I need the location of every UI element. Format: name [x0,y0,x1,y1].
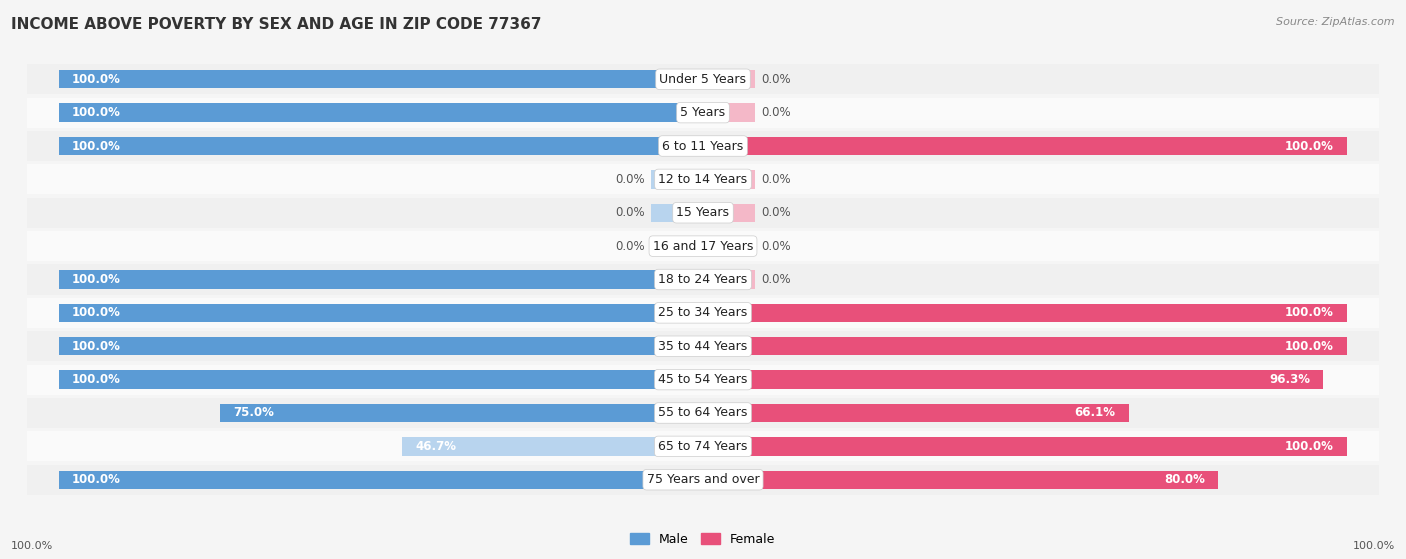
Bar [27,298,1379,328]
Bar [27,231,1379,261]
Text: 100.0%: 100.0% [72,140,121,153]
Bar [27,398,1379,428]
Bar [59,70,703,88]
Text: INCOME ABOVE POVERTY BY SEX AND AGE IN ZIP CODE 77367: INCOME ABOVE POVERTY BY SEX AND AGE IN Z… [11,17,541,32]
Bar [59,371,703,389]
Text: 12 to 14 Years: 12 to 14 Years [658,173,748,186]
Text: 100.0%: 100.0% [72,373,121,386]
Text: 66.1%: 66.1% [1074,406,1116,419]
Bar [703,271,755,288]
Bar [703,371,1323,389]
Text: 100.0%: 100.0% [1285,440,1334,453]
Bar [59,304,703,322]
Text: 0.0%: 0.0% [616,206,645,219]
Bar [651,203,703,222]
Text: 0.0%: 0.0% [761,273,790,286]
Bar [402,437,703,456]
Bar [59,103,703,122]
Text: 35 to 44 Years: 35 to 44 Years [658,340,748,353]
Text: 100.0%: 100.0% [72,106,121,119]
Text: 0.0%: 0.0% [761,173,790,186]
Bar [703,471,1218,489]
Text: 15 Years: 15 Years [676,206,730,219]
Text: 0.0%: 0.0% [761,240,790,253]
Bar [27,164,1379,195]
Bar [27,264,1379,295]
Bar [703,304,1347,322]
Bar [703,337,1347,356]
Bar [703,237,755,255]
Text: 25 to 34 Years: 25 to 34 Years [658,306,748,319]
Bar [27,98,1379,127]
Text: 100.0%: 100.0% [1285,306,1334,319]
Text: 65 to 74 Years: 65 to 74 Years [658,440,748,453]
Text: 100.0%: 100.0% [72,273,121,286]
Bar [703,404,1129,422]
Bar [703,137,1347,155]
Text: 5 Years: 5 Years [681,106,725,119]
Bar [27,64,1379,94]
Bar [59,337,703,356]
Text: 100.0%: 100.0% [72,340,121,353]
Bar [59,137,703,155]
Bar [221,404,703,422]
Text: 0.0%: 0.0% [761,73,790,86]
Text: 75 Years and over: 75 Years and over [647,473,759,486]
Text: 96.3%: 96.3% [1270,373,1310,386]
Bar [27,432,1379,461]
Text: 0.0%: 0.0% [616,173,645,186]
Bar [703,437,1347,456]
Text: 55 to 64 Years: 55 to 64 Years [658,406,748,419]
Bar [27,131,1379,161]
Text: 45 to 54 Years: 45 to 54 Years [658,373,748,386]
Bar [59,271,703,288]
Bar [703,170,755,188]
Bar [27,364,1379,395]
Text: 46.7%: 46.7% [415,440,456,453]
Text: 100.0%: 100.0% [11,541,53,551]
Bar [27,465,1379,495]
Text: 100.0%: 100.0% [72,473,121,486]
Bar [651,237,703,255]
Text: 100.0%: 100.0% [1285,340,1334,353]
Bar [27,331,1379,361]
Text: 100.0%: 100.0% [1285,140,1334,153]
Text: 16 and 17 Years: 16 and 17 Years [652,240,754,253]
Text: 0.0%: 0.0% [761,106,790,119]
Bar [703,70,755,88]
Text: Under 5 Years: Under 5 Years [659,73,747,86]
Text: 100.0%: 100.0% [72,73,121,86]
Bar [59,471,703,489]
Bar [703,203,755,222]
Text: 0.0%: 0.0% [761,206,790,219]
Text: 100.0%: 100.0% [1353,541,1395,551]
Text: 80.0%: 80.0% [1164,473,1205,486]
Bar [651,170,703,188]
Text: 0.0%: 0.0% [616,240,645,253]
Text: 75.0%: 75.0% [233,406,274,419]
Text: Source: ZipAtlas.com: Source: ZipAtlas.com [1277,17,1395,27]
Text: 6 to 11 Years: 6 to 11 Years [662,140,744,153]
Text: 100.0%: 100.0% [72,306,121,319]
Bar [27,198,1379,228]
Bar [703,103,755,122]
Text: 18 to 24 Years: 18 to 24 Years [658,273,748,286]
Legend: Male, Female: Male, Female [626,528,780,551]
